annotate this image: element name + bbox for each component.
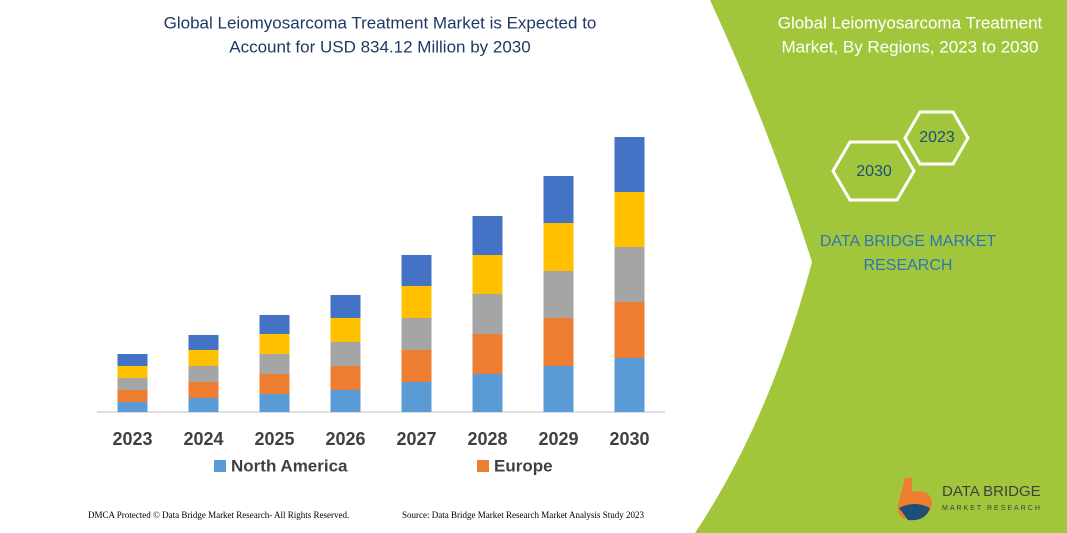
x-tick-label: 2027: [396, 429, 436, 449]
bar-segment: [614, 137, 645, 192]
bar-segment: [117, 366, 148, 378]
hexagon-label: 2023: [919, 129, 955, 146]
bar-segment: [259, 394, 290, 412]
bar-segment: [401, 350, 432, 382]
bar-segment: [188, 382, 219, 398]
bar-segment: [543, 318, 574, 366]
x-tick-label: 2025: [254, 429, 294, 449]
bar-segment: [472, 255, 503, 294]
bar-segment: [188, 335, 219, 350]
legend-label: Europe: [494, 456, 553, 475]
bar-segment: [543, 176, 574, 223]
bar-segment: [614, 358, 645, 412]
bar-segment: [401, 382, 432, 412]
x-tick-label: 2028: [467, 429, 507, 449]
x-tick-label: 2023: [112, 429, 152, 449]
bar-segment: [472, 374, 503, 412]
bar-segment: [472, 294, 503, 334]
panel-title: Global Leiomyosarcoma Treatment: [778, 13, 1043, 32]
bar-segment: [188, 350, 219, 366]
bar-segment: [259, 315, 290, 334]
bar-segment: [401, 255, 432, 286]
brand-text: DATA BRIDGE MARKET: [820, 233, 997, 250]
bar-segment: [401, 318, 432, 350]
bar-segment: [330, 342, 361, 366]
legend-swatch: [477, 460, 489, 472]
bar-segment: [543, 223, 574, 271]
bar-segment: [330, 390, 361, 412]
bar-segment: [188, 398, 219, 412]
bar-segment: [259, 374, 290, 394]
brand-text: RESEARCH: [864, 257, 953, 274]
x-tick-label: 2026: [325, 429, 365, 449]
legend-label: North America: [231, 456, 348, 475]
logo-name: DATA BRIDGE: [942, 483, 1041, 500]
footer-rights: DMCA Protected © Data Bridge Market Rese…: [88, 510, 349, 520]
x-tick-label: 2024: [183, 429, 223, 449]
bar-segment: [543, 366, 574, 412]
bar-segment: [614, 247, 645, 302]
logo-mark: [899, 504, 930, 521]
bar-segment: [472, 216, 503, 255]
bar-segment: [330, 295, 361, 318]
bar-segment: [117, 390, 148, 402]
bar-segment: [330, 366, 361, 390]
bar-segment: [259, 354, 290, 374]
hexagon: [831, 140, 916, 202]
x-tick-label: 2030: [609, 429, 649, 449]
bar-segment: [401, 286, 432, 318]
bar-segment: [259, 334, 290, 354]
hexagon: [903, 110, 970, 166]
footer-source: Source: Data Bridge Market Research Mark…: [402, 510, 644, 520]
side-panel: [695, 0, 1067, 533]
x-tick-label: 2029: [538, 429, 578, 449]
bar-segment: [472, 334, 503, 374]
bar-segment: [330, 318, 361, 342]
bar-segment: [188, 366, 219, 382]
bar-segment: [543, 271, 574, 318]
panel-title: Market, By Regions, 2023 to 2030: [781, 37, 1038, 56]
bar-segment: [117, 354, 148, 366]
bar-segment: [614, 302, 645, 358]
hexagon-label: 2030: [856, 163, 892, 180]
legend-swatch: [214, 460, 226, 472]
bar-segment: [117, 378, 148, 390]
bar-segment: [117, 402, 148, 412]
logo-tagline: MARKET RESEARCH: [942, 505, 1042, 512]
chart-title: Global Leiomyosarcoma Treatment Market i…: [164, 13, 597, 32]
bar-segment: [614, 192, 645, 247]
chart-title: Account for USD 834.12 Million by 2030: [229, 37, 530, 56]
logo: [897, 478, 932, 521]
